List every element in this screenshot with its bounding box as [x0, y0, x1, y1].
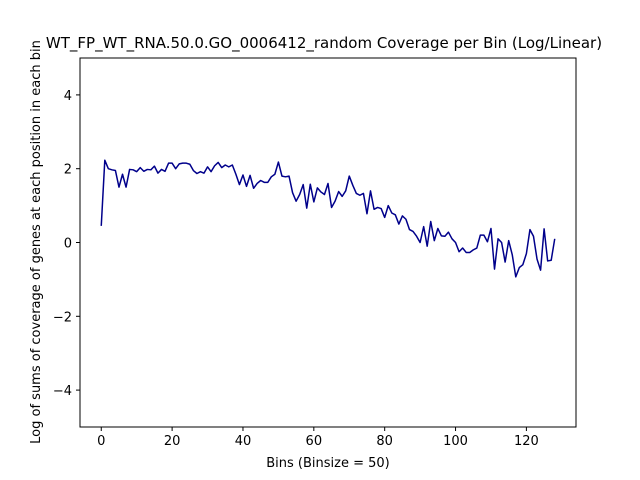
coverage-series-line — [100, 159, 556, 278]
y-tick-label: 2 — [64, 163, 72, 178]
x-axis: 0 20 40 60 80 100 120 — [97, 427, 539, 449]
plot-marks — [100, 159, 556, 278]
x-tick-label: 60 — [306, 434, 323, 449]
y-tick-label: 0 — [64, 237, 72, 252]
y-axis: −4 −2 0 2 4 — [53, 89, 80, 399]
y-axis-label: Log of sums of coverage of genes at each… — [29, 40, 44, 444]
x-tick-label: 40 — [235, 434, 252, 449]
x-tick-label: 100 — [443, 434, 468, 449]
y-tick-label: 4 — [64, 89, 72, 104]
y-tick-label: −4 — [53, 384, 72, 399]
chart-title: WT_FP_WT_RNA.50.0.GO_0006412_random Cove… — [46, 34, 602, 53]
x-axis-label: Bins (Binsize = 50) — [266, 456, 390, 471]
y-tick-label: −2 — [53, 310, 72, 325]
x-tick-label: 20 — [164, 434, 181, 449]
x-tick-label: 120 — [514, 434, 539, 449]
x-tick-label: 0 — [97, 434, 105, 449]
x-tick-label: 80 — [376, 434, 393, 449]
